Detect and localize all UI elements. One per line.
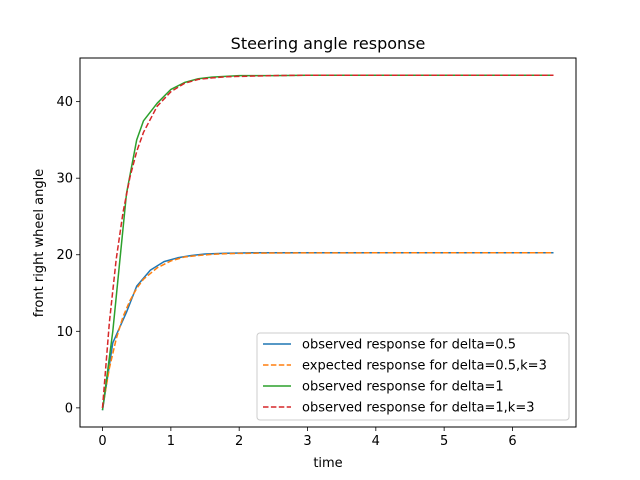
x-axis-label: time [313,456,342,471]
y-tick-label: 30 [56,172,73,187]
axes-frame [79,57,577,428]
y-axis: 0 10 20 30 40 [56,95,80,416]
y-tick-label: 0 [65,401,73,416]
chart-title: Steering angle response [231,34,426,53]
legend-box [256,332,570,421]
x-tick-label: 3 [303,434,311,449]
x-tick-label: 5 [440,434,448,449]
legend-label: expected response for delta=0.5,k=3 [302,359,547,374]
x-tick-label: 4 [372,434,380,449]
y-tick-label: 40 [56,95,73,110]
legend-label: observed response for delta=1 [302,380,504,395]
legend-label: observed response for delta=1,k=3 [302,401,535,416]
x-tick-label: 6 [508,434,516,449]
y-tick-label: 10 [56,325,73,340]
legend-label: observed response for delta=0.5 [302,338,516,353]
x-tick-label: 1 [167,434,175,449]
y-tick-label: 20 [56,248,73,263]
x-axis: 0 1 2 3 4 5 6 [98,427,517,449]
series-line-expected-response-for-delta-0-5-k-3 [101,252,554,409]
x-tick-label: 0 [98,434,106,449]
series-line-observed-response-for-delta-1-k-3 [101,74,554,408]
x-tick-label: 2 [235,434,243,449]
legend: observed response for delta=0.5 expected … [256,332,570,421]
plot-lines [101,74,554,411]
y-axis-label: front right wheel angle [32,169,47,317]
